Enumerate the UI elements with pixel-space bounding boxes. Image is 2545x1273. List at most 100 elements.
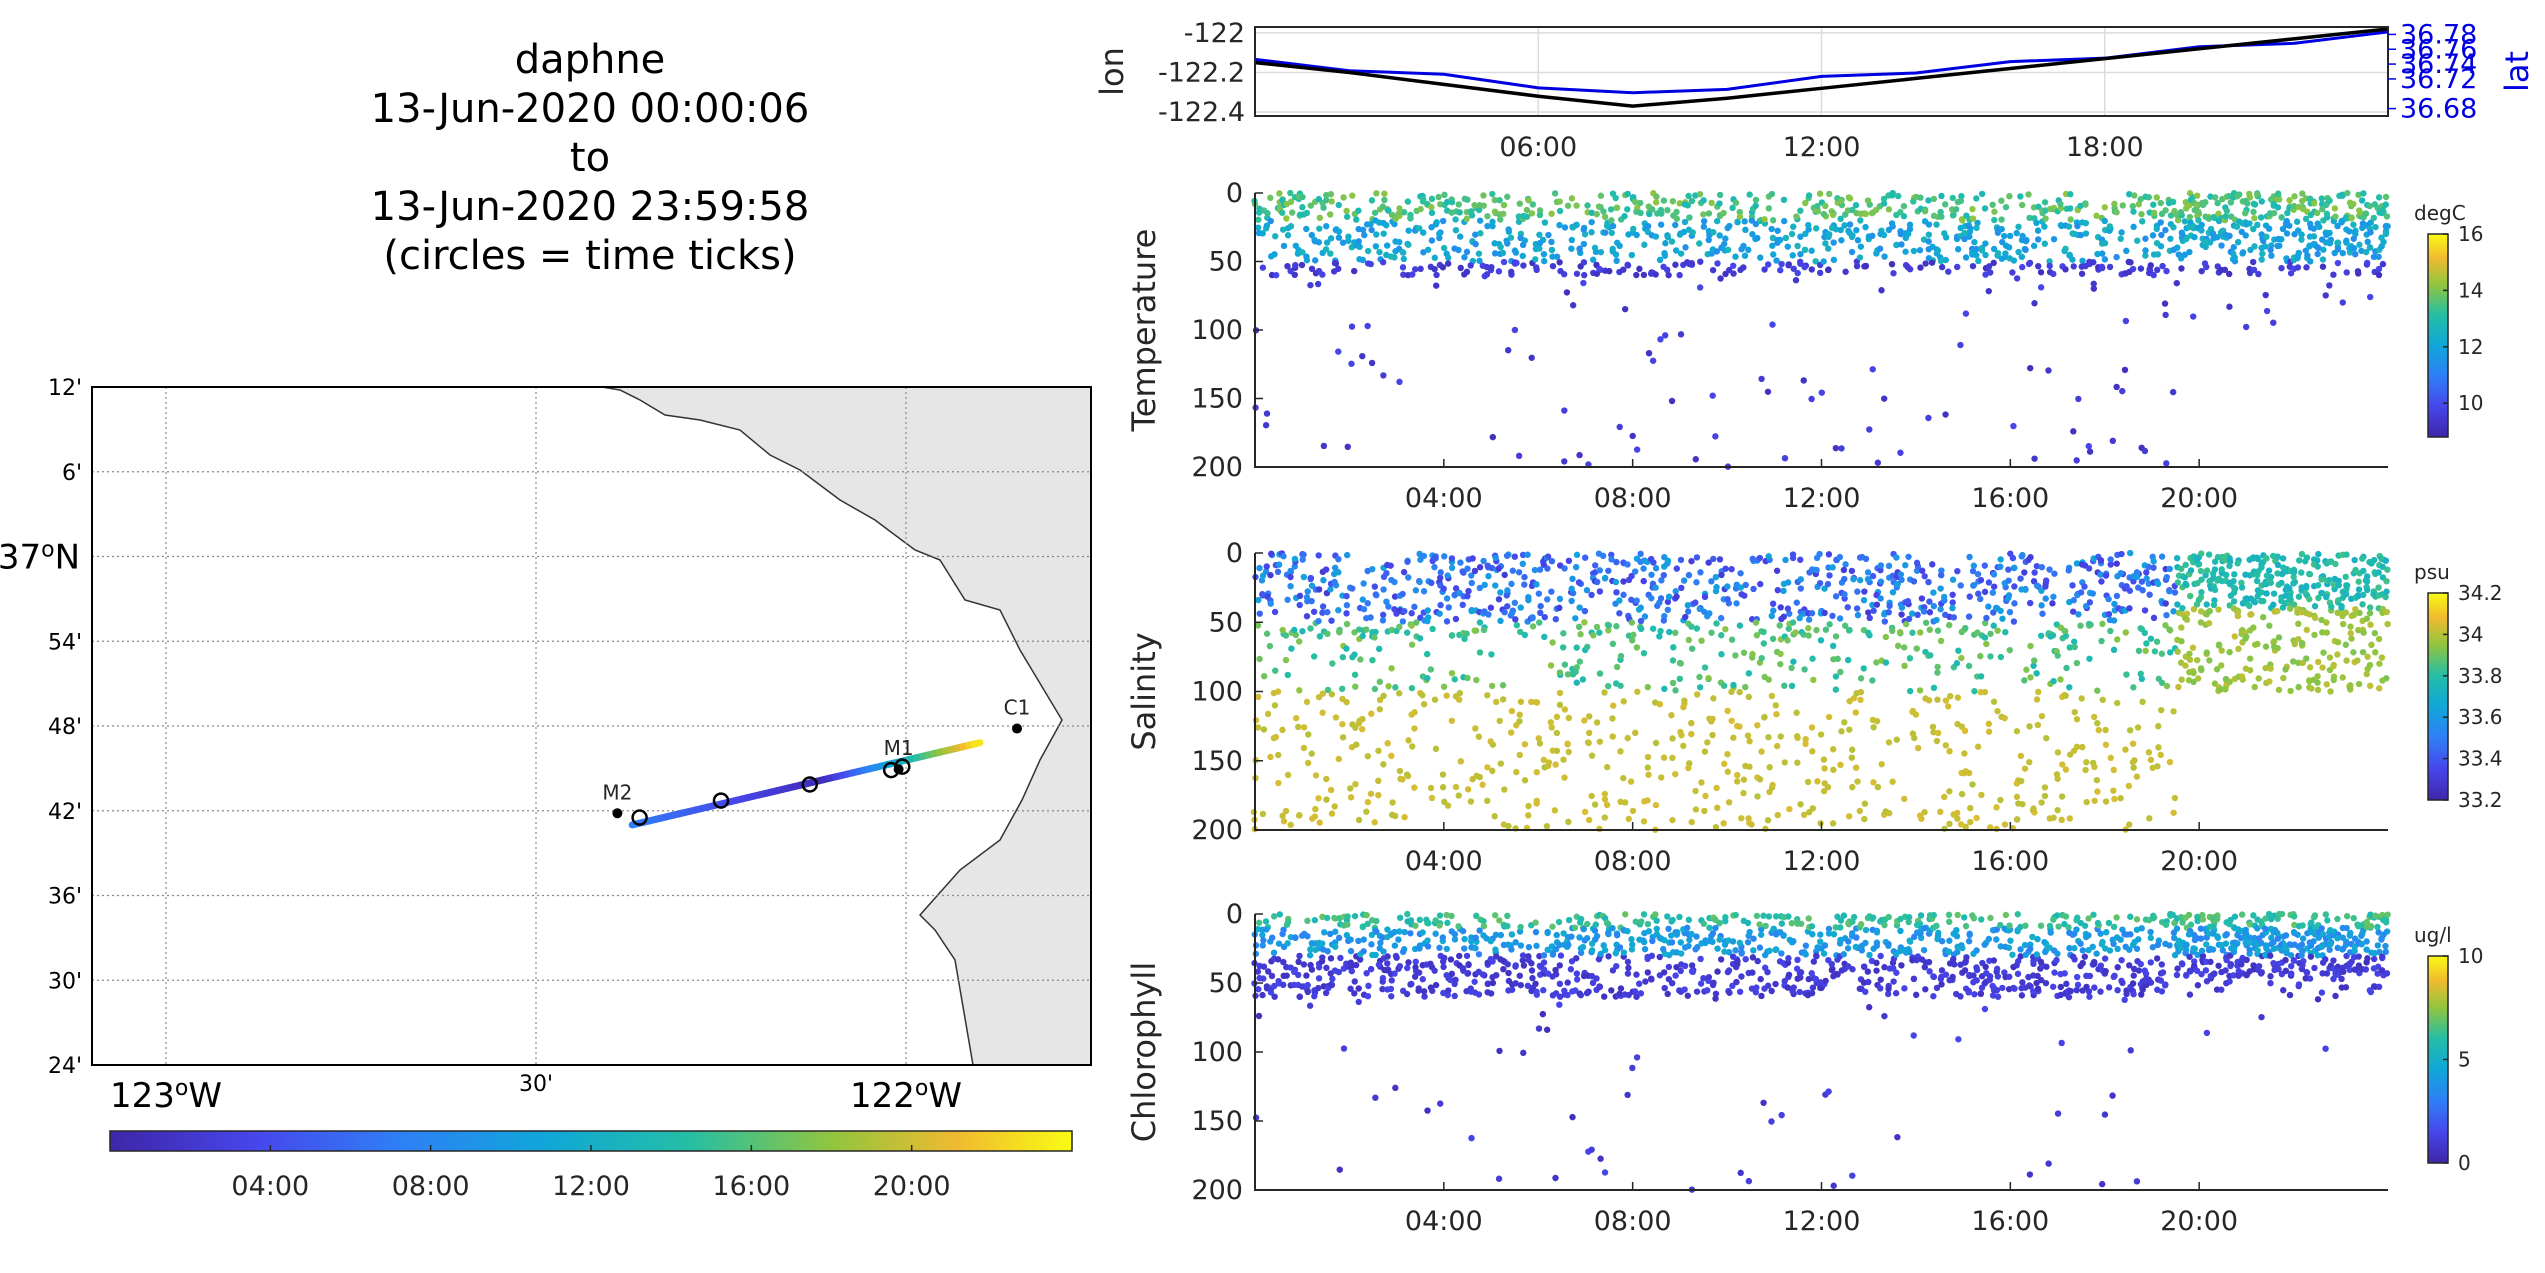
salinity-point — [2005, 592, 2013, 599]
salinity-point — [1601, 814, 1608, 821]
chlorophyll-point — [1677, 939, 1684, 946]
temperature-point — [1259, 264, 1267, 271]
salinity-point — [2323, 619, 2330, 626]
chlorophyll-point — [1809, 984, 1817, 991]
chlorophyll-point — [2067, 987, 2074, 995]
salinity-point — [1630, 631, 1637, 639]
salinity-point — [1724, 583, 1731, 590]
salinity-point — [1379, 611, 1387, 619]
chlorophyll-point — [1729, 938, 1737, 945]
salinity-point — [2347, 682, 2354, 689]
salinity-point — [1693, 554, 1701, 561]
temperature-point — [1985, 287, 1992, 295]
chlorophyll-point — [1725, 949, 1733, 956]
chlorophyll-point — [1784, 959, 1792, 966]
chlorophyll-point — [2065, 993, 2073, 1001]
salinity-point — [2026, 723, 2033, 730]
temperature-point — [2150, 201, 2157, 208]
salinity-point — [1937, 637, 1945, 645]
chlorophyll-point — [1472, 945, 1479, 952]
temperature-point — [2158, 231, 2165, 239]
temperature-point — [1696, 190, 1704, 198]
chlorophyll-point — [1464, 970, 1472, 977]
salinity-point — [1439, 771, 1447, 778]
salinity-point — [1947, 692, 1954, 700]
temperature-point — [1990, 245, 1998, 253]
temperature-point — [1411, 266, 1419, 273]
chlorophyll-point — [1935, 929, 1942, 937]
lat-tick-label: 36.74 — [2400, 49, 2477, 80]
temperature-point — [2101, 217, 2108, 225]
salinity-point — [1900, 795, 1908, 803]
salinity-point — [1519, 551, 1527, 559]
chlorophyll-point — [1601, 993, 1608, 1000]
chlorophyll-point — [1898, 962, 1905, 969]
temperature-point — [2142, 235, 2149, 242]
salinity-point — [1579, 676, 1587, 683]
chlorophyll-point — [1635, 980, 1643, 987]
temperature-point — [1645, 349, 1653, 357]
salinity-point — [1537, 602, 1544, 610]
salinity-point — [2082, 766, 2089, 774]
salinity-point — [2334, 639, 2342, 646]
chlorophyll-point — [1323, 964, 1330, 972]
salinity-point — [2254, 571, 2261, 579]
salinity-point — [1403, 771, 1411, 778]
salinity-point — [2143, 575, 2150, 582]
chlorophyll-points — [1251, 910, 2391, 1193]
chlorophyll-point — [1504, 912, 1511, 920]
salinity-point — [1440, 585, 1447, 592]
salinity-point — [2022, 586, 2029, 593]
salinity-point — [1937, 585, 1944, 592]
salinity-point — [1565, 557, 1573, 565]
temperature-point — [1379, 259, 1387, 266]
salinity-point — [2295, 659, 2302, 667]
temperature-point — [1830, 239, 1837, 246]
salinity-point — [2226, 555, 2233, 562]
salinity-point — [1841, 575, 1848, 583]
chlorophyll-point — [1459, 965, 1467, 972]
salinity-point — [1284, 671, 1292, 679]
salinity-point — [1897, 571, 1905, 578]
salinity-point — [1949, 604, 1956, 612]
salinity-point — [1392, 684, 1399, 691]
temperature-point — [1849, 232, 1856, 239]
chlorophyll-point — [1694, 944, 1701, 951]
temperature-point — [2354, 268, 2362, 275]
salinity-point — [1536, 619, 1543, 626]
station-marker — [612, 808, 623, 819]
salinity-point — [1777, 660, 1784, 668]
salinity-point — [2050, 814, 2057, 821]
temperature-point — [2359, 224, 2366, 232]
salinity-point — [2218, 647, 2225, 654]
salinity-point — [1561, 706, 1569, 713]
salinity-point — [1516, 711, 1523, 718]
temperature-point — [1628, 251, 1636, 259]
temperature-point — [1857, 243, 1865, 250]
temperature-point — [2126, 190, 2133, 198]
lat-axis-label: lat — [2498, 51, 2536, 92]
chlorophyll-point — [1736, 988, 1744, 995]
salinity-point — [1826, 621, 1833, 628]
temperature-point — [2009, 269, 2016, 276]
salinity-point — [1551, 807, 1559, 814]
salinity-point — [2058, 793, 2066, 800]
temperature-point — [1456, 209, 1463, 216]
temperature-point — [1769, 321, 1776, 328]
temperature-point — [2298, 236, 2305, 243]
salinity-point — [1873, 659, 1880, 666]
salinity-point — [1331, 578, 1338, 586]
temperature-point — [1391, 254, 1398, 261]
salinity-point — [1609, 640, 1617, 648]
salinity-point — [2058, 816, 2065, 824]
chlorophyll-point — [2051, 969, 2058, 976]
temperature-point — [1880, 231, 1888, 239]
temperature-point — [2130, 208, 2137, 215]
salinity-point — [1389, 799, 1396, 806]
temperature-point — [1335, 348, 1342, 355]
salinity-point — [2174, 601, 2181, 608]
chlorophyll-point — [1443, 945, 1450, 953]
temperature-point — [2334, 246, 2342, 253]
chlorophyll-point — [1424, 937, 1431, 944]
chlorophyll-point — [1487, 955, 1495, 963]
